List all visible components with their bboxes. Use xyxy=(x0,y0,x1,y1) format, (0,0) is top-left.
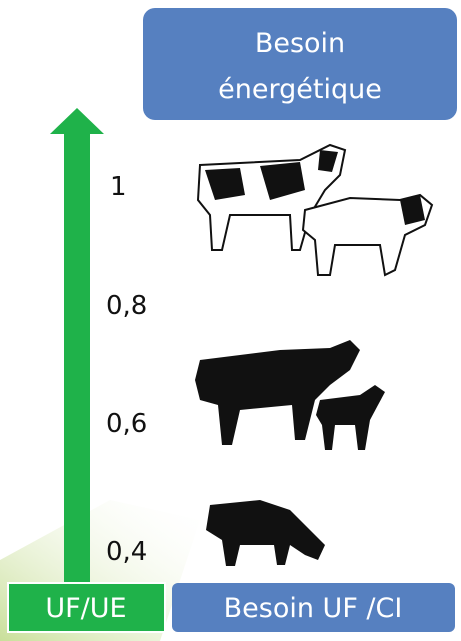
scale-label: 0,6 xyxy=(106,409,147,439)
calf xyxy=(316,385,385,450)
title-box xyxy=(143,8,457,120)
title-line: Besoin xyxy=(255,28,345,59)
cow-holstein xyxy=(196,143,347,251)
arrow-shaft xyxy=(64,132,90,587)
footer-right-box xyxy=(172,583,455,632)
scale-label: 0,4 xyxy=(106,537,147,567)
footer-right-label: Besoin UF /CI xyxy=(224,593,403,624)
cow-small xyxy=(206,500,325,566)
cow-black xyxy=(195,340,360,445)
bull xyxy=(301,193,434,277)
footer-left-box xyxy=(7,582,166,633)
arrow-head xyxy=(50,108,104,134)
footer-left-label: UF/UE xyxy=(45,593,126,624)
scale-label: 0,8 xyxy=(106,291,147,321)
scale-label: 1 xyxy=(110,172,127,202)
title-line: énergétique xyxy=(218,74,382,105)
